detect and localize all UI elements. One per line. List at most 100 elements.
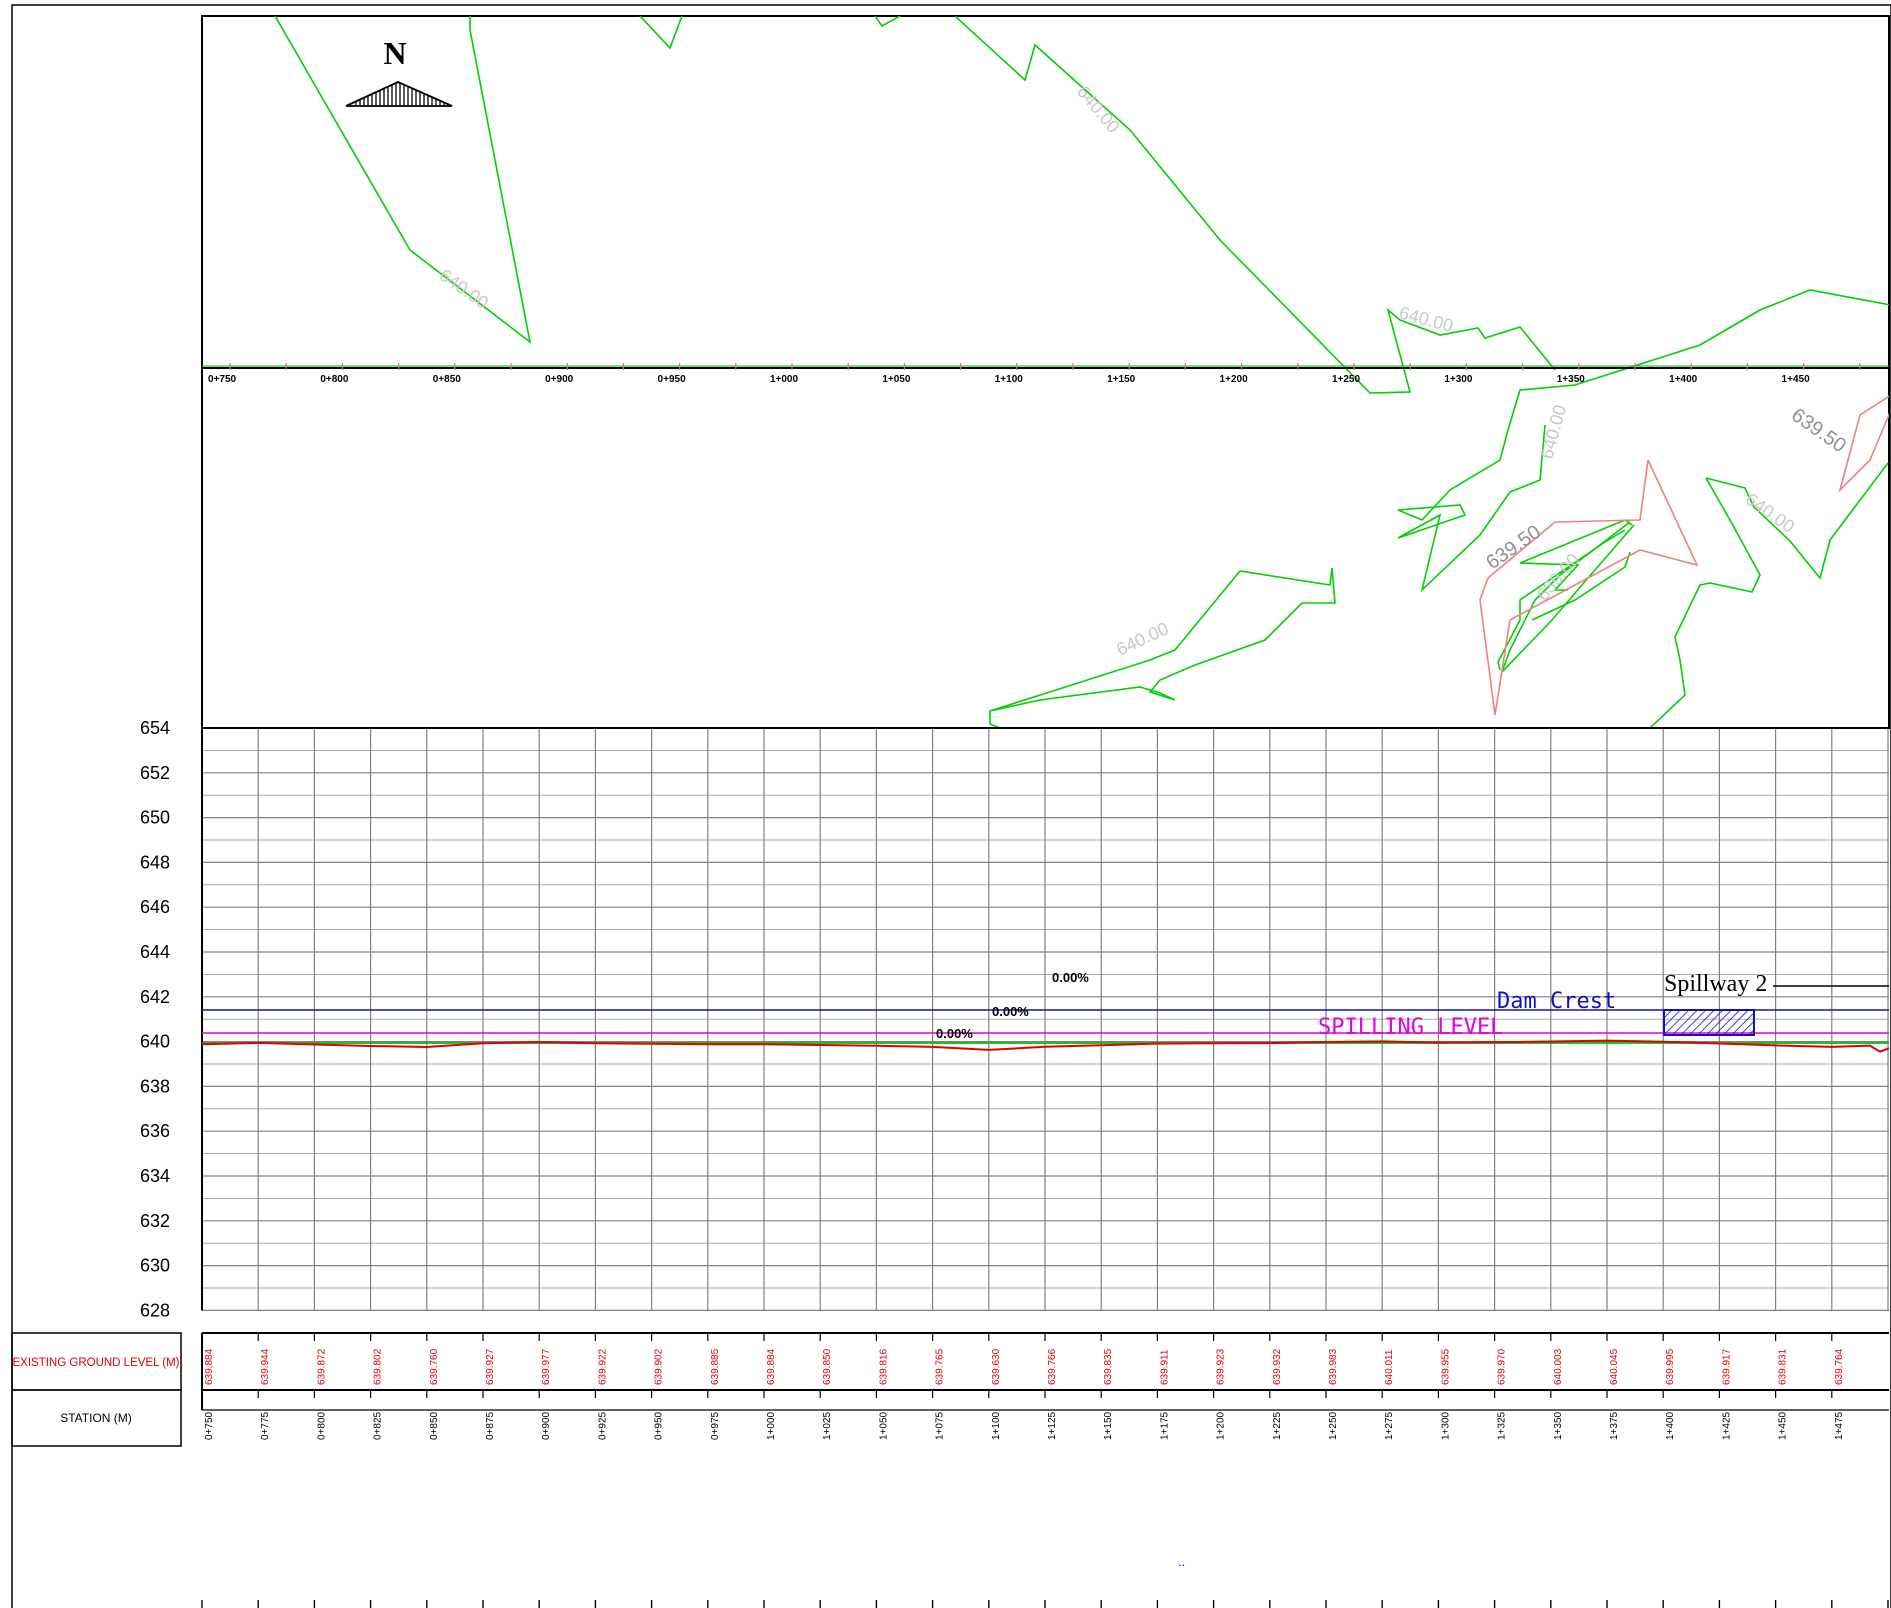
contour-line [274,16,532,344]
elevation-label: 648 [140,852,170,872]
ground-level-value: 639.955 [1440,1348,1451,1385]
chainage-labels: 0+750 0+800 0+850 0+900 0+950 1+000 1+050 1+100… [208,374,1810,385]
station-value: 0+875 [485,1411,496,1440]
contour-line [1497,529,1626,671]
chainage-label: 1+350 [1557,374,1586,385]
ground-level-header: EXISTING GROUND LEVEL (M) [13,1357,180,1369]
chainage-ticks [229,363,1861,370]
footer-mark: .. [1178,1554,1185,1569]
station-value: 1+325 [1497,1411,1508,1440]
contour-line [1479,459,1699,716]
grade-label: 0.00% [936,1026,973,1041]
station-value: 1+475 [1834,1411,1845,1440]
dam-crest-label: Dam Crest [1497,989,1616,1014]
ground-level-value: 639.764 [1834,1348,1845,1385]
contour-line [1531,551,1631,621]
contour-label-group-low: 639.50 639.50 [1482,404,1850,574]
station-value: 1+200 [1216,1411,1227,1440]
elevation-label: 638 [140,1076,170,1096]
spillway-label: Spillway 2 [1664,971,1767,997]
ground-level-value: 639.922 [597,1348,608,1385]
elevation-label: 652 [140,763,170,783]
contour-line [1397,289,1889,593]
contour-label: 640.00 [1537,403,1571,461]
ground-level-value: 639.884 [204,1348,215,1385]
station-value: 1+375 [1609,1411,1620,1440]
profile-view: 654 652 650 648 646 644 642 640 638 636 634 632 630 6… [140,718,1890,1320]
station-value: 1+350 [1553,1411,1564,1440]
elevation-label: 640 [140,1032,170,1052]
elevation-label: 632 [140,1211,170,1231]
station-value: 1+025 [822,1411,833,1440]
profile-grid [201,727,1889,1312]
station-value: 0+850 [429,1411,440,1440]
station-value: 0+750 [204,1411,215,1440]
station-value: 0+800 [316,1411,327,1440]
contour-line [1649,477,1761,728]
ground-level-value: 639.911 [1159,1349,1170,1385]
station-value: 1+050 [878,1411,889,1440]
ground-level-value: 639.917 [1721,1348,1732,1385]
chainage-label: 1+200 [1220,374,1249,385]
sheet-border [11,4,1891,1608]
contour-label: 640.00 [1073,82,1124,137]
ground-level-value: 639.802 [373,1348,384,1385]
ground-level-value: 640.003 [1553,1348,1564,1385]
station-value: 0+975 [710,1411,721,1440]
north-label: N [383,35,406,71]
elevation-label: 628 [140,1300,170,1320]
grade-label: 0.00% [1052,970,1089,985]
station-value: 1+100 [991,1411,1002,1440]
contour-label-group: 640.00 640.00 640.00 640.00 640.00 640.0… [436,82,1799,660]
ground-level-value: 639.765 [935,1348,946,1385]
station-value: 0+925 [597,1411,608,1440]
chainage-label: 1+400 [1669,374,1698,385]
chainage-label: 1+250 [1332,374,1361,385]
chainage-label: 0+850 [433,374,462,385]
station-value: 1+275 [1384,1411,1395,1440]
station-value: 0+775 [260,1411,271,1440]
station-value: 0+950 [654,1411,665,1440]
contour-label: 640.00 [1113,618,1171,659]
chainage-label: 1+100 [995,374,1024,385]
elevation-axis: 654 652 650 648 646 644 642 640 638 636 634 632 630 6… [140,718,170,1320]
ground-level-value: 639.884 [766,1348,777,1385]
contour-label: 639.50 [1482,521,1545,574]
ground-level-value: 639.902 [654,1348,665,1385]
contour-line [989,567,1336,728]
elevation-label: 650 [140,808,170,828]
existing-ground-line [201,1039,1890,1053]
chainage-label: 1+050 [882,374,911,385]
bottom-ticks [201,1600,1889,1608]
contour-label: 640.00 [1742,489,1799,537]
table-columns: 639.884 0+750 639.944 0+775 639.872 0+800 639.… [201,1333,1845,1440]
spillway-structure [1663,1009,1755,1036]
ground-level-value: 640.011 [1384,1349,1395,1385]
ground-level-value: 639.885 [710,1348,721,1385]
ground-level-value: 639.816 [878,1348,889,1385]
ground-level-value: 639.835 [1103,1348,1114,1385]
station-value: 1+250 [1328,1411,1339,1440]
spilling-level-label: SPILLING LEVEL [1318,1015,1503,1040]
ground-level-value: 639.766 [1047,1348,1058,1385]
ground-level-value: 639.831 [1778,1348,1789,1385]
elevation-label: 644 [140,942,170,962]
elevation-label: 654 [140,718,170,738]
ground-level-value: 640.045 [1609,1348,1620,1385]
station-value: 1+175 [1159,1411,1170,1440]
station-value: 1+150 [1103,1411,1114,1440]
ground-level-value: 639.927 [485,1348,496,1385]
contour-lines [274,16,1889,728]
elevation-label: 634 [140,1166,170,1186]
station-value: 0+900 [541,1411,552,1440]
ground-level-value: 639.872 [316,1348,327,1385]
elevation-label: 636 [140,1121,170,1141]
contour-label: 640.00 [1397,303,1455,337]
station-value: 1+225 [1272,1411,1283,1440]
station-value: 1+425 [1721,1411,1732,1440]
chainage-label: 1+300 [1444,374,1473,385]
elevation-label: 646 [140,897,170,917]
contour-label: 640.00 [436,265,493,313]
chainage-label: 0+950 [658,374,687,385]
